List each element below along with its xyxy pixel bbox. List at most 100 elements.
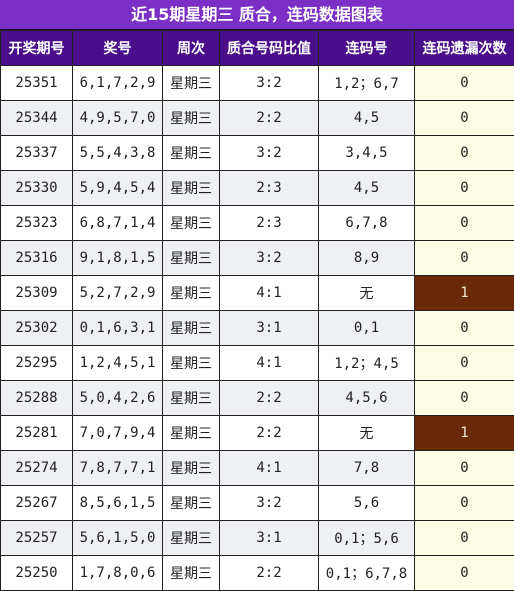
cell-missed: 0 xyxy=(415,451,514,486)
cell-missed: 0 xyxy=(415,521,514,556)
cell-ratio: 2:2 xyxy=(220,101,319,136)
cell-number: 5,0,4,2,6 xyxy=(73,381,163,416)
cell-ratio: 4:1 xyxy=(220,346,319,381)
cell-consecutive: 4,5 xyxy=(319,171,415,206)
cell-weekday: 星期三 xyxy=(163,556,220,591)
cell-issue: 25257 xyxy=(1,521,73,556)
cell-consecutive: 1,2；4,5 xyxy=(319,346,415,381)
cell-ratio: 3:2 xyxy=(220,241,319,276)
cell-issue: 25288 xyxy=(1,381,73,416)
cell-consecutive: 无 xyxy=(319,416,415,451)
cell-weekday: 星期三 xyxy=(163,346,220,381)
cell-number: 5,2,7,2,9 xyxy=(73,276,163,311)
cell-number: 5,9,4,5,4 xyxy=(73,171,163,206)
cell-weekday: 星期三 xyxy=(163,451,220,486)
cell-number: 6,1,7,2,9 xyxy=(73,66,163,101)
header-ratio: 质合号码比值 xyxy=(220,31,319,66)
cell-number: 0,1,6,3,1 xyxy=(73,311,163,346)
cell-ratio: 4:1 xyxy=(220,451,319,486)
cell-ratio: 2:2 xyxy=(220,556,319,591)
cell-issue: 25302 xyxy=(1,311,73,346)
header-number: 奖号 xyxy=(73,31,163,66)
cell-consecutive: 6,7,8 xyxy=(319,206,415,241)
cell-missed: 0 xyxy=(415,241,514,276)
cell-number: 1,7,8,0,6 xyxy=(73,556,163,591)
cell-missed: 0 xyxy=(415,101,514,136)
cell-weekday: 星期三 xyxy=(163,486,220,521)
cell-consecutive: 5,6 xyxy=(319,486,415,521)
cell-consecutive: 无 xyxy=(319,276,415,311)
cell-consecutive: 4,5 xyxy=(319,101,415,136)
cell-number: 5,6,1,5,0 xyxy=(73,521,163,556)
cell-issue: 25316 xyxy=(1,241,73,276)
cell-number: 4,9,5,7,0 xyxy=(73,101,163,136)
cell-weekday: 星期三 xyxy=(163,241,220,276)
header-weekday: 周次 xyxy=(163,31,220,66)
cell-number: 8,5,6,1,5 xyxy=(73,486,163,521)
cell-missed: 0 xyxy=(415,171,514,206)
cell-consecutive: 4,5,6 xyxy=(319,381,415,416)
cell-number: 5,5,4,3,8 xyxy=(73,136,163,171)
cell-missed: 1 xyxy=(415,276,514,311)
cell-issue: 25250 xyxy=(1,556,73,591)
cell-issue: 25323 xyxy=(1,206,73,241)
cell-missed: 0 xyxy=(415,346,514,381)
cell-consecutive: 7,8 xyxy=(319,451,415,486)
cell-number: 1,2,4,5,1 xyxy=(73,346,163,381)
cell-ratio: 2:3 xyxy=(220,206,319,241)
cell-consecutive: 0,1 xyxy=(319,311,415,346)
cell-number: 7,0,7,9,4 xyxy=(73,416,163,451)
cell-number: 6,8,7,1,4 xyxy=(73,206,163,241)
cell-issue: 25330 xyxy=(1,171,73,206)
cell-issue: 25309 xyxy=(1,276,73,311)
header-row: 开奖期号 奖号 周次 质合号码比值 连码号 连码遗漏次数 xyxy=(1,31,514,66)
cell-issue: 25295 xyxy=(1,346,73,381)
cell-weekday: 星期三 xyxy=(163,101,220,136)
header-missed: 连码遗漏次数 xyxy=(415,31,514,66)
cell-issue: 25267 xyxy=(1,486,73,521)
header-consecutive: 连码号 xyxy=(319,31,415,66)
cell-missed: 0 xyxy=(415,136,514,171)
cell-issue: 25344 xyxy=(1,101,73,136)
cell-missed: 1 xyxy=(415,416,514,451)
cell-weekday: 星期三 xyxy=(163,311,220,346)
cell-consecutive: 8,9 xyxy=(319,241,415,276)
cell-weekday: 星期三 xyxy=(163,206,220,241)
cell-weekday: 星期三 xyxy=(163,136,220,171)
cell-ratio: 4:1 xyxy=(220,276,319,311)
header-issue: 开奖期号 xyxy=(1,31,73,66)
cell-weekday: 星期三 xyxy=(163,521,220,556)
cell-weekday: 星期三 xyxy=(163,171,220,206)
cell-ratio: 3:1 xyxy=(220,521,319,556)
cell-issue: 25281 xyxy=(1,416,73,451)
cell-ratio: 2:2 xyxy=(220,381,319,416)
cell-weekday: 星期三 xyxy=(163,416,220,451)
cell-consecutive: 3,4,5 xyxy=(319,136,415,171)
cell-issue: 25351 xyxy=(1,66,73,101)
cell-weekday: 星期三 xyxy=(163,381,220,416)
cell-consecutive: 1,2；6,7 xyxy=(319,66,415,101)
cell-consecutive: 0,1；6,7,8 xyxy=(319,556,415,591)
cell-ratio: 2:3 xyxy=(220,171,319,206)
cell-ratio: 3:2 xyxy=(220,136,319,171)
cell-weekday: 星期三 xyxy=(163,276,220,311)
cell-issue: 25337 xyxy=(1,136,73,171)
cell-consecutive: 0,1；5,6 xyxy=(319,521,415,556)
